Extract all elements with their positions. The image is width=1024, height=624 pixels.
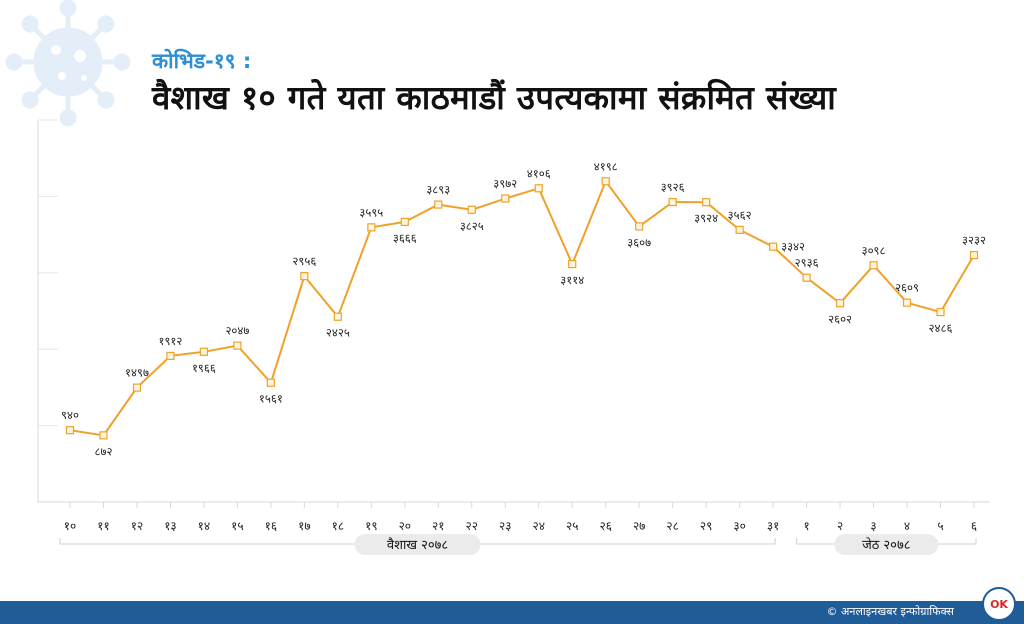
data-point — [400, 217, 409, 227]
virus-icon — [5, 0, 131, 127]
x-tick-label: २२ — [466, 519, 478, 533]
group-label: जेठ २०७८ — [862, 537, 911, 553]
data-label: ३२३२ — [962, 233, 986, 247]
x-tick-label: २३ — [499, 519, 511, 533]
x-tick-label: १० — [64, 519, 76, 533]
data-point — [534, 184, 543, 193]
x-tick-label: २० — [399, 519, 411, 533]
data-label: ३८२५ — [460, 219, 484, 233]
data-point — [434, 200, 443, 209]
x-tick-label: १६ — [265, 519, 277, 533]
data-point — [601, 177, 610, 186]
x-tick-label: ४ — [904, 519, 910, 533]
brand-logo: OK — [982, 587, 1016, 621]
data-label: २९५६ — [292, 254, 316, 268]
data-point — [99, 431, 108, 440]
footer-credit: © अनलाइनखबर इन्फोग्राफिक्स — [826, 605, 954, 618]
data-label: १९१२ — [158, 334, 182, 348]
data-label: २६०२ — [828, 312, 852, 326]
x-tick-label: २८ — [666, 519, 678, 533]
x-tick-label: १२ — [131, 519, 143, 533]
x-tick-label: १७ — [298, 519, 310, 533]
data-point — [65, 426, 75, 435]
x-tick-label: २७ — [633, 519, 645, 533]
data-point — [467, 205, 476, 214]
footer-bar: © अनलाइनखबर इन्फोग्राफिक्स — [0, 601, 1024, 624]
data-point — [769, 242, 778, 251]
data-point — [333, 312, 342, 321]
brand-logo-text: OK — [990, 597, 1008, 611]
x-tick-label: ३१ — [767, 519, 779, 533]
group-label: वैशाख २०७८ — [387, 537, 448, 553]
chart-header: कोभिड-१९ : वैशाख १० गते यता काठमाडौं उपत… — [152, 46, 836, 120]
data-label: ८७२ — [95, 444, 113, 458]
x-tick-label: १५ — [231, 519, 243, 533]
data-point — [199, 347, 209, 356]
data-point — [668, 197, 677, 207]
data-label: २४८६ — [929, 321, 953, 335]
x-tick-label: १३ — [164, 519, 176, 533]
data-label: १५६१ — [259, 392, 283, 406]
data-point — [969, 250, 979, 260]
x-tick-label: २४ — [532, 519, 544, 533]
data-point — [735, 225, 744, 234]
x-tick-label: १ — [803, 519, 809, 533]
data-label: २६०९ — [895, 281, 919, 295]
x-tick-label: २५ — [566, 519, 578, 533]
data-label: २४२५ — [326, 326, 350, 340]
data-label: ४१९८ — [594, 159, 618, 173]
data-point — [869, 261, 878, 270]
data-label: ४१०६ — [527, 166, 551, 180]
x-tick-label: २ — [837, 519, 843, 533]
data-point — [936, 307, 945, 317]
data-point — [702, 198, 711, 207]
x-tick-label: ५ — [937, 519, 943, 533]
data-point — [635, 222, 644, 231]
x-tick-label: १४ — [198, 519, 210, 533]
data-label: २०४७ — [225, 324, 249, 338]
x-tick-label: १९ — [365, 519, 377, 533]
data-label: ३८९३ — [426, 183, 450, 197]
data-point — [501, 194, 510, 203]
x-tick-label: ११ — [97, 519, 109, 533]
group-pill — [354, 534, 481, 555]
data-point — [835, 299, 845, 308]
data-point — [300, 272, 309, 281]
series-line — [69, 180, 975, 437]
data-point — [266, 378, 275, 387]
line-chart: ९४०१०८७२१११४९७१२१९१२१३१९६६१४२०४७१५१५६११६… — [37, 119, 990, 555]
x-tick-label: २१ — [432, 519, 444, 533]
data-label: ३३४२ — [781, 240, 805, 254]
data-label: ३११४ — [560, 273, 584, 287]
data-point — [233, 341, 242, 350]
data-point — [802, 273, 811, 282]
x-tick-label: १८ — [332, 519, 344, 533]
data-label: ३६६६ — [393, 231, 417, 245]
data-point — [367, 223, 376, 232]
data-label: ३६०७ — [627, 235, 651, 249]
group-pill — [834, 534, 939, 555]
data-label: १४९७ — [125, 366, 149, 380]
chart-title: वैशाख १० गते यता काठमाडौं उपत्यकामा संक्… — [152, 78, 837, 117]
data-label: १९६६ — [192, 361, 216, 375]
data-point — [568, 259, 577, 269]
data-label: ३५९५ — [359, 205, 383, 219]
data-point — [166, 351, 175, 361]
x-tick-label: ३ — [870, 519, 876, 533]
data-point — [902, 298, 912, 307]
data-label: ३९२४ — [694, 211, 718, 225]
data-label: २९३६ — [795, 256, 819, 270]
data-label: ३०९८ — [862, 243, 886, 257]
x-tick-label: ३० — [733, 519, 745, 533]
chart-kicker: कोभिड-१९ : — [152, 49, 252, 73]
data-label: ३५६२ — [728, 208, 752, 222]
data-label: ३९७२ — [493, 177, 517, 191]
data-label: ९४० — [61, 408, 79, 422]
x-tick-label: २६ — [599, 519, 611, 533]
x-tick-label: २९ — [700, 519, 712, 533]
x-tick-label: ६ — [971, 519, 977, 533]
data-label: ३९२६ — [661, 180, 685, 194]
data-point — [132, 383, 142, 392]
